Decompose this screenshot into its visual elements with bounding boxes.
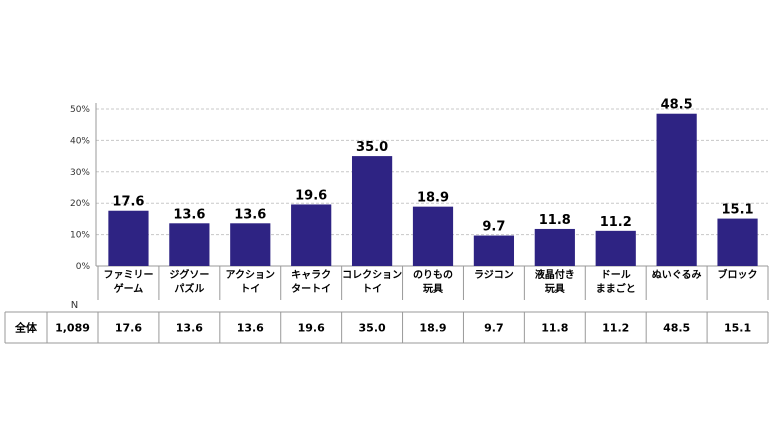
bar-value-label: 17.6 (112, 195, 144, 210)
y-tick-label: 0% (76, 262, 91, 272)
bar (169, 223, 210, 266)
bar-value-label: 13.6 (173, 207, 205, 222)
y-tick-label: 10% (70, 231, 90, 241)
category-label: 玩具 (423, 283, 443, 295)
y-tick-label: 40% (70, 136, 90, 146)
bar (595, 230, 636, 266)
table-cell-value: 35.0 (359, 322, 386, 335)
category-label: ゲーム (114, 282, 144, 295)
bar (108, 210, 149, 266)
category-label: 液晶付き (535, 268, 575, 281)
y-tick-label: 20% (70, 199, 90, 209)
bar (412, 206, 454, 266)
category-label: ブロック (718, 268, 758, 281)
table-cell-value: 13.6 (237, 322, 264, 335)
category-label: トイ (240, 283, 260, 295)
bar-value-label: 11.8 (539, 213, 571, 228)
bar (473, 235, 515, 266)
y-tick-label: 50% (70, 105, 90, 115)
category-label: ラジコン (474, 269, 514, 281)
bar (230, 223, 271, 266)
category-label: のりもの (413, 269, 453, 281)
category-label: ままごと (596, 282, 636, 295)
category-label: パズル (174, 282, 204, 295)
bar-value-label: 48.5 (661, 98, 693, 113)
bar-value-label: 19.6 (295, 188, 327, 203)
bar-value-label: 13.6 (234, 207, 266, 222)
table-cell-value: 18.9 (419, 322, 446, 335)
category-label: ファミリー (103, 269, 153, 281)
category-label: タートイ (291, 283, 331, 295)
table-cell-value: 15.1 (724, 322, 751, 335)
table-cell-value: 11.8 (541, 322, 568, 335)
category-label: キャラク (291, 269, 331, 281)
table-cell-value: 11.2 (602, 322, 629, 335)
table-cell-value: 19.6 (298, 322, 325, 335)
table-cell-value: 17.6 (115, 322, 142, 335)
table-cell-value: 48.5 (663, 322, 690, 335)
category-label: アクション (226, 269, 276, 281)
bar (656, 113, 697, 267)
category-label: コレクション (342, 269, 402, 281)
category-label: ドール (601, 269, 631, 281)
bar-value-label: 35.0 (356, 140, 388, 155)
y-tick-label: 30% (70, 168, 90, 178)
category-label: 玩具 (545, 283, 565, 295)
category-label: トイ (362, 283, 382, 295)
category-label: ジグソー (169, 268, 209, 281)
bar-value-label: 11.2 (600, 215, 632, 230)
table-row-label: 全体 (14, 321, 38, 335)
bar-value-label: 18.9 (417, 191, 449, 206)
table-cell-value: 9.7 (484, 322, 504, 335)
bar (717, 218, 758, 266)
bar-value-label: 9.7 (482, 220, 505, 235)
category-label: ぬいぐるみ (652, 269, 702, 281)
table-n-value: 1,089 (55, 322, 90, 335)
bar (291, 204, 332, 266)
table-n-header: N (71, 300, 78, 311)
bar (351, 156, 393, 266)
bar-value-label: 15.1 (722, 203, 754, 218)
table-cell-value: 13.6 (176, 322, 203, 335)
bar (534, 228, 575, 266)
